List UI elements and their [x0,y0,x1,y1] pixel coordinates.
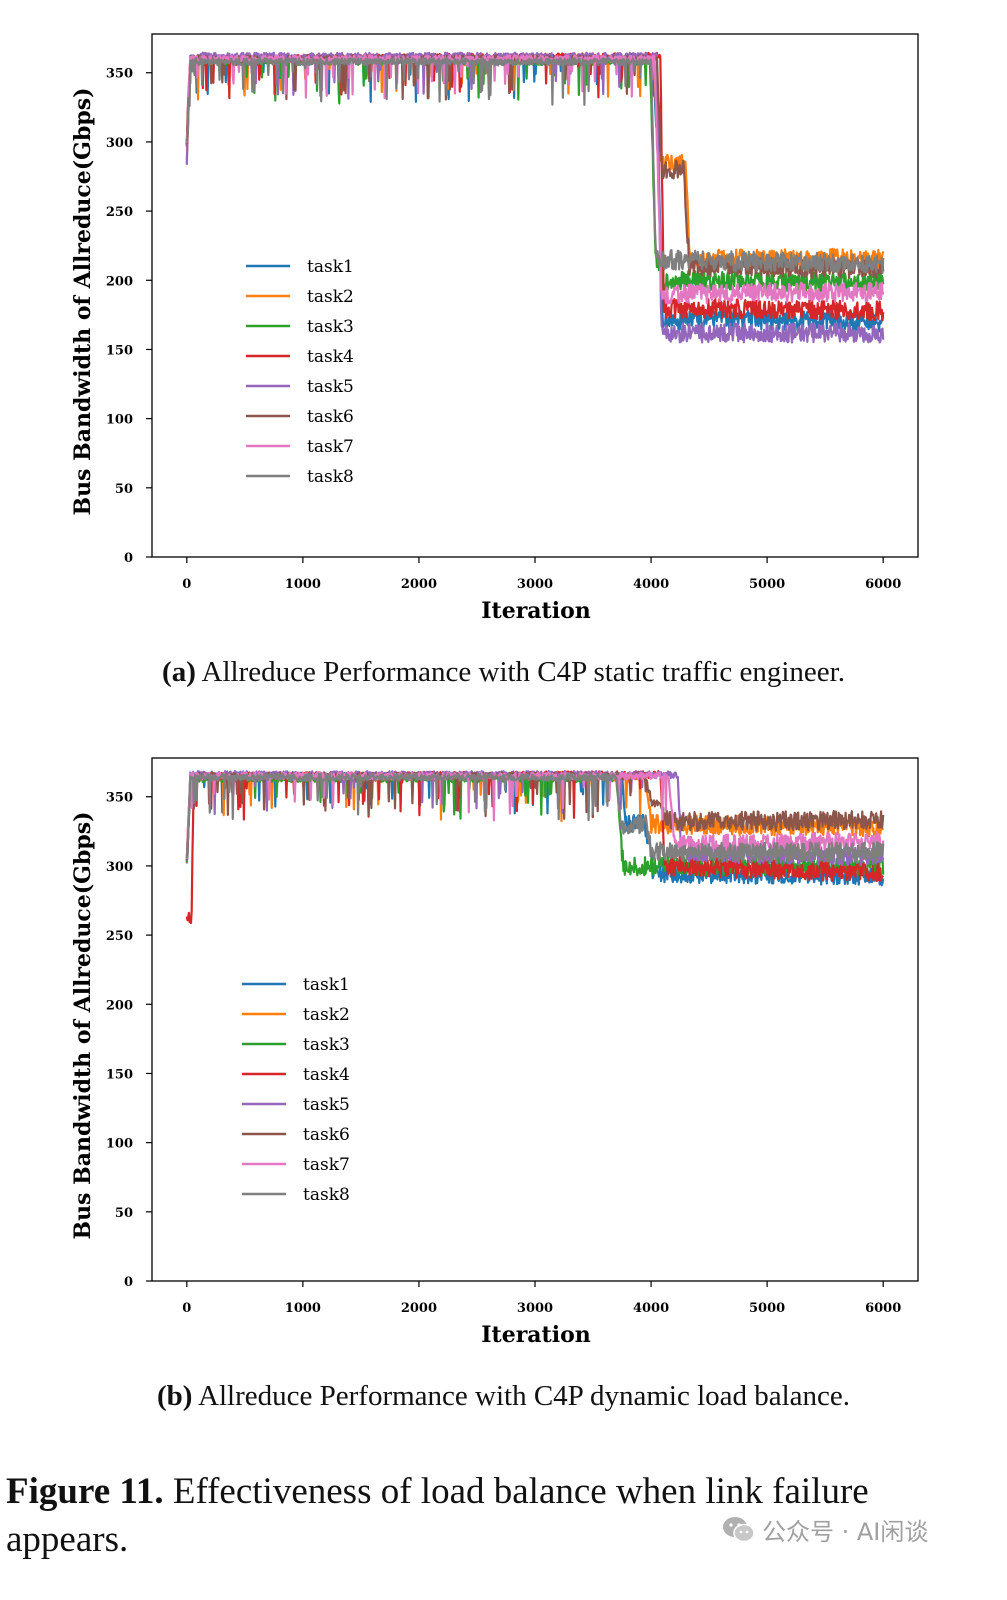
y-tick-label: 50 [115,482,133,497]
y-tick-label: 300 [106,136,133,151]
y-tick-label: 200 [106,274,133,289]
figure-caption-label: Figure 11. [6,1471,164,1512]
panel-label-a: (a) [162,656,196,688]
y-tick-label: 100 [106,413,133,428]
x-axis-label: Iteration [481,598,590,624]
x-tick-label: 6000 [865,1301,901,1316]
x-tick-label: 4000 [633,577,669,592]
x-tick-label: 6000 [865,577,901,592]
y-axis-label: Bus Bandwidth of Allreduce(Gbps) [70,87,96,515]
x-tick-label: 3000 [517,577,553,592]
series-line-task2 [185,54,885,270]
legend-label-task1: task1 [303,975,350,995]
series-line-task6 [185,54,885,280]
series-group [185,51,885,344]
x-tick-label: 4000 [633,1301,669,1316]
legend-label-task8: task8 [303,1185,350,1205]
legend-label-task7: task7 [303,1155,350,1175]
series-line-task8 [185,57,885,274]
y-tick-label: 250 [106,929,133,944]
panel-caption-text-a: Allreduce Performance with C4P static tr… [201,656,845,688]
y-tick-label: 50 [115,1206,133,1221]
x-tick-label: 0 [182,577,191,592]
y-tick-label: 150 [106,343,133,358]
panel-label-b: (b) [156,1380,193,1412]
legend-label-task2: task2 [303,1005,350,1025]
legend-label-task7: task7 [307,437,354,457]
y-tick-label: 300 [106,860,133,875]
series-group [185,770,885,924]
legend-label-task6: task6 [307,407,354,427]
y-tick-label: 200 [106,998,133,1013]
y-tick-label: 150 [106,1067,133,1082]
legend-label-task4: task4 [303,1065,350,1085]
series-line-task8 [185,772,885,863]
legend-label-task4: task4 [307,347,354,367]
legend-label-task6: task6 [303,1125,350,1145]
panel-caption-text-b: Allreduce Performance with C4P dynamic l… [198,1380,851,1412]
y-axis-label: Bus Bandwidth of Allreduce(Gbps) [70,811,96,1239]
chart-panel-a: 0 1000 2000 3000 4000 5000 6000 0 50 100 150 200 250… [70,33,919,624]
x-axis-label: Iteration [481,1322,590,1348]
legend-label-task8: task8 [307,467,354,487]
legend-label-task3: task3 [307,317,354,337]
wechat-icon [723,1516,755,1542]
legend-label-task5: task5 [307,377,354,397]
watermark: 公众号 · AI闲谈 [722,1512,928,1547]
legend-label-task1: task1 [307,257,354,277]
x-tick-label: 3000 [517,1301,553,1316]
x-tick-label: 1000 [285,577,321,592]
panel-caption-a: (a) Allreduce Performance with C4P stati… [0,656,1007,689]
watermark-text: 公众号 · AI闲谈 [762,1518,929,1546]
legend-label-task3: task3 [303,1035,350,1055]
y-tick-label: 350 [106,791,133,806]
y-tick-label: 0 [124,1275,133,1290]
x-tick-label: 5000 [749,577,785,592]
y-tick-label: 250 [106,205,133,220]
x-tick-label: 1000 [285,1301,321,1316]
x-tick-label: 2000 [401,1301,437,1316]
y-tick-label: 350 [106,67,133,82]
figure-caption: Figure 11. Effectiveness of load balance… [6,1468,996,1564]
chart-panel-b: 0 1000 2000 3000 4000 5000 6000 0 50 100 150 200 250… [70,757,919,1348]
legend-label-task2: task2 [307,287,354,307]
panel-caption-b: (b) Allreduce Performance with C4P dynam… [0,1380,1007,1413]
x-tick-label: 5000 [749,1301,785,1316]
figure-caption-text: Effectiveness of load balance when link … [6,1471,869,1560]
y-tick-label: 0 [124,551,133,566]
y-tick-label: 100 [106,1137,133,1152]
legend-label-task5: task5 [303,1095,350,1115]
x-tick-label: 2000 [401,577,437,592]
x-tick-label: 0 [182,1301,191,1316]
